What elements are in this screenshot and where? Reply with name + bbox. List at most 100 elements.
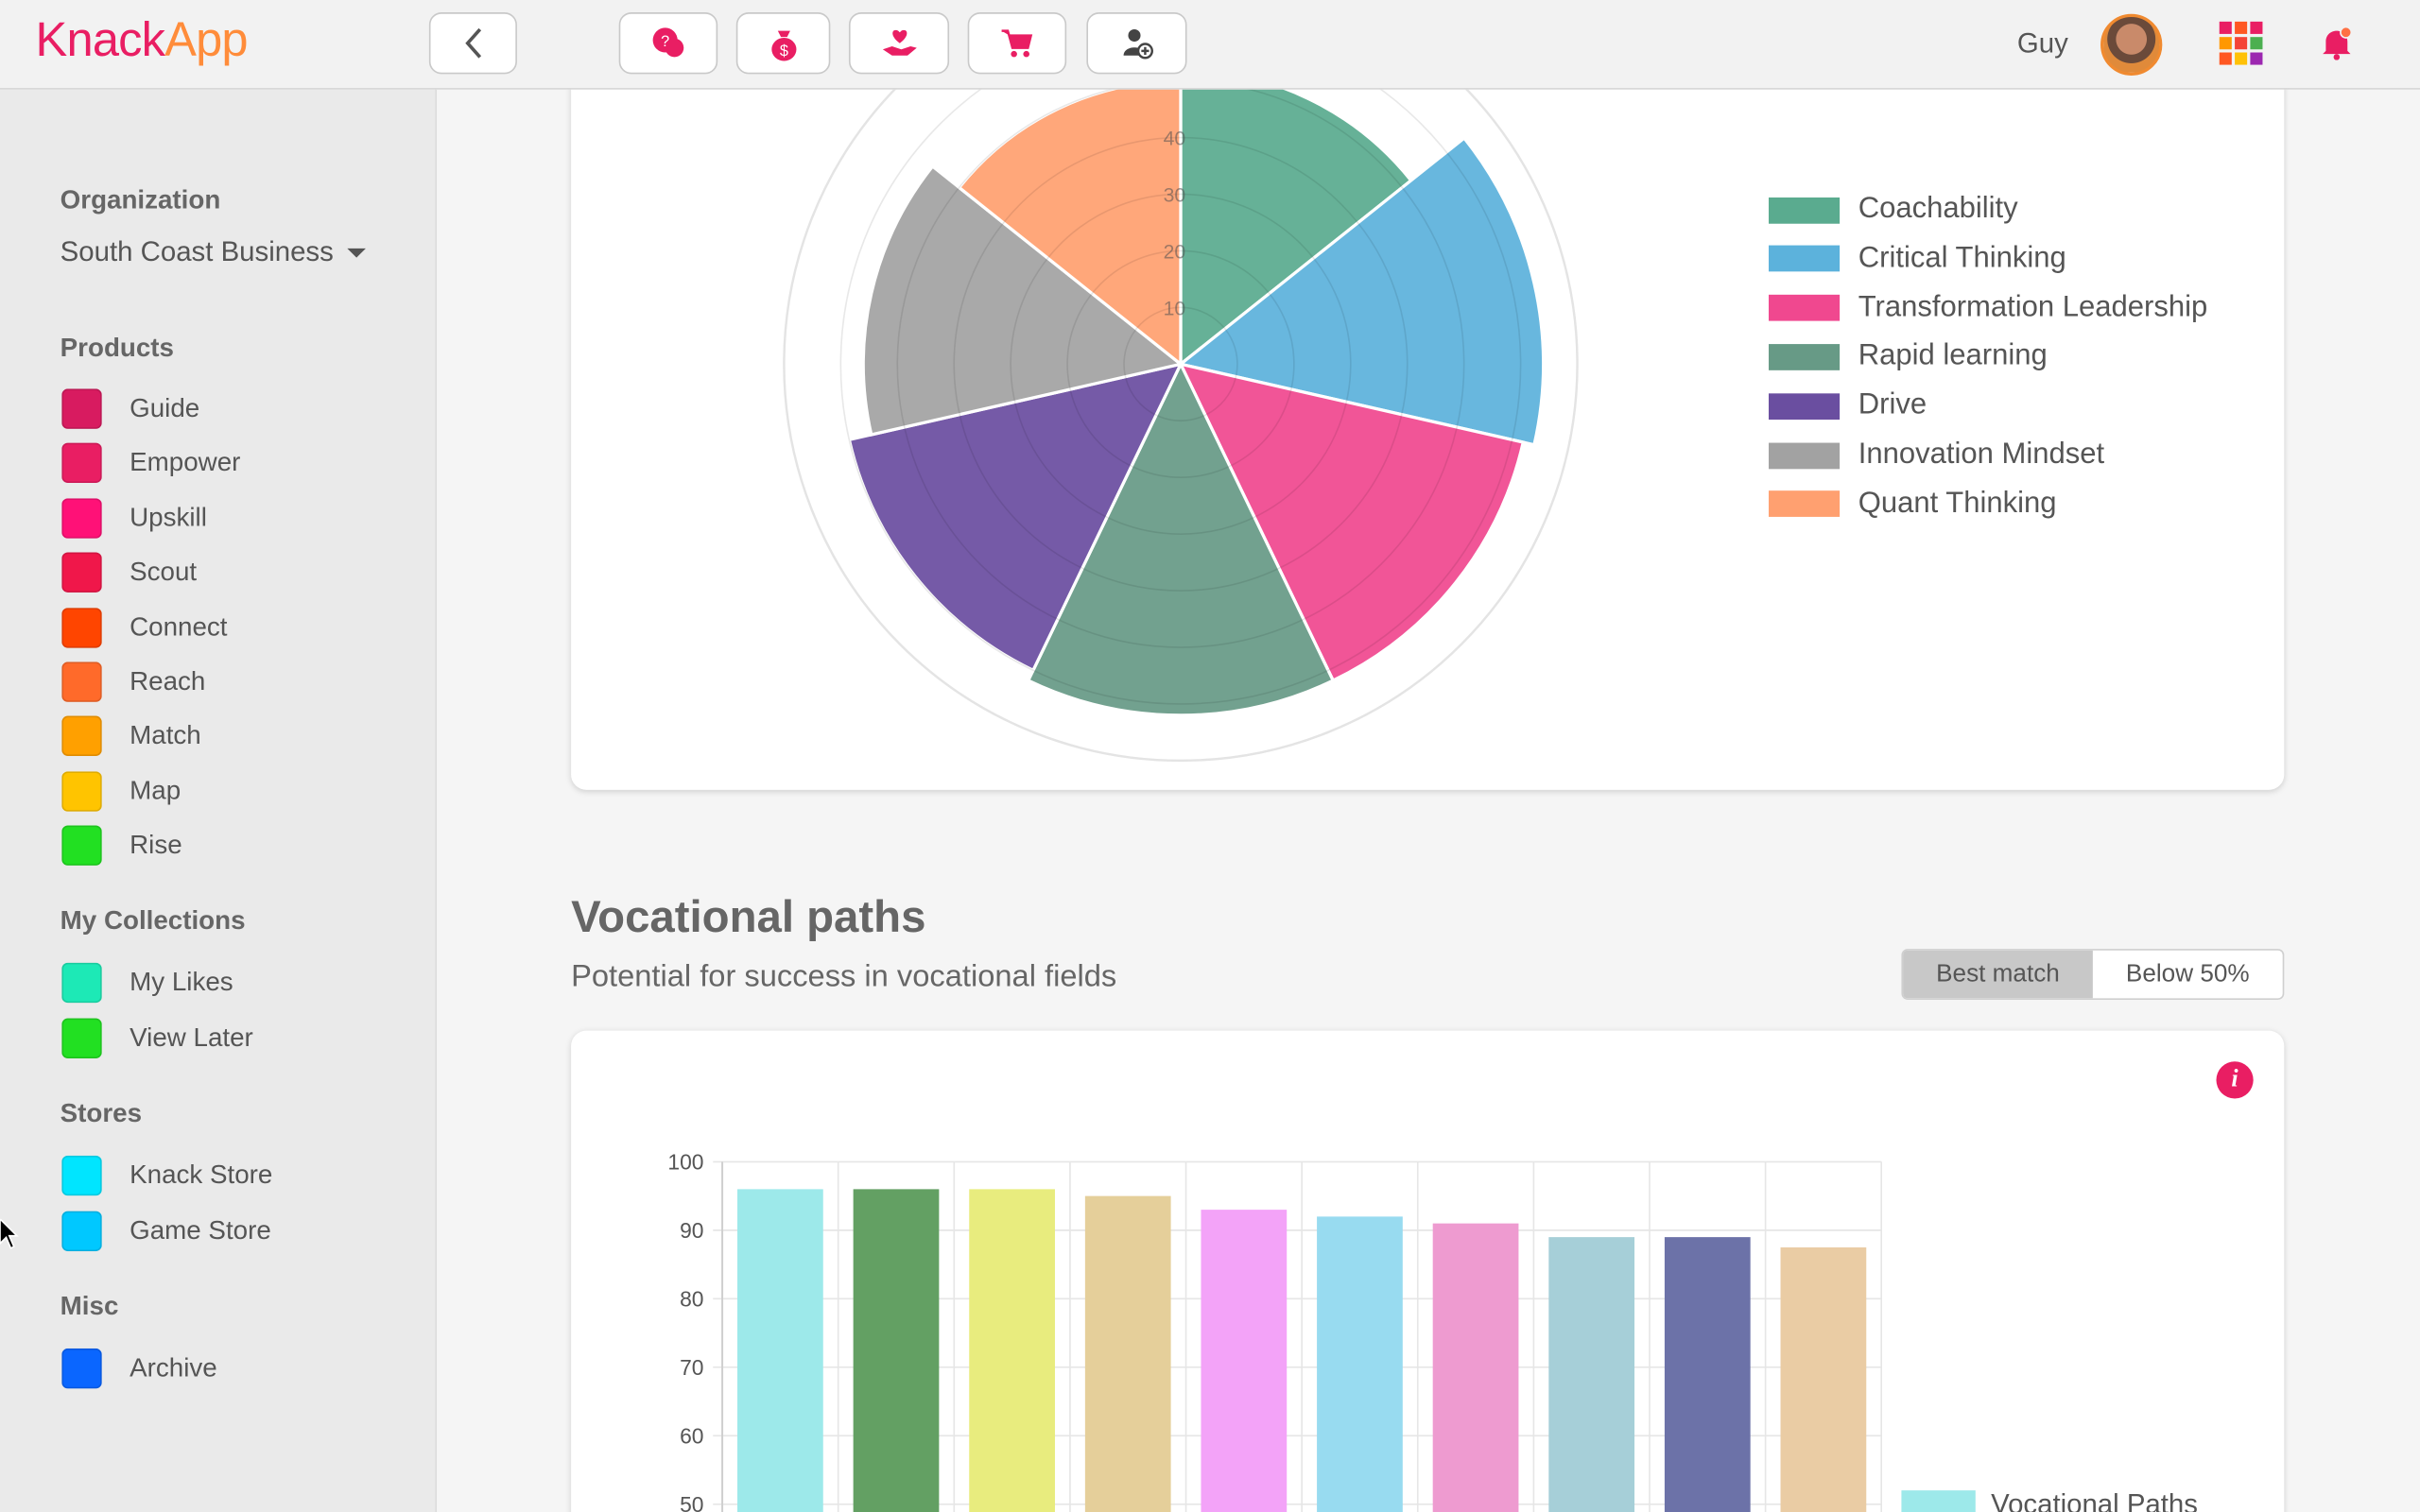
apps-grid-cell <box>2235 21 2248 34</box>
sidebar-item-upskill[interactable]: Upskill <box>61 498 207 539</box>
best-match-tab[interactable]: Best match <box>1903 950 2093 999</box>
color-swatch <box>61 388 102 429</box>
color-swatch <box>61 1017 102 1058</box>
polar-slice-innovation-mindset[interactable] <box>861 163 1184 437</box>
sidebar-item-rise[interactable]: Rise <box>61 825 182 867</box>
chat-question-icon: ? <box>652 27 684 58</box>
legend-item-innovation-mindset[interactable]: Innovation Mindset <box>1769 438 2105 471</box>
sidebar-item-archive[interactable]: Archive <box>61 1348 217 1389</box>
legend-item-critical-thinking[interactable]: Critical Thinking <box>1769 242 2066 274</box>
color-swatch <box>61 770 102 812</box>
y-tick-label: 90 <box>680 1218 703 1243</box>
sidebar-item-match[interactable]: Match <box>61 716 201 757</box>
vocational-bar[interactable] <box>1201 1210 1288 1512</box>
color-swatch <box>61 607 102 648</box>
y-tick-label: 50 <box>680 1492 703 1512</box>
y-tick-label: 60 <box>680 1424 703 1449</box>
legend-swatch <box>1769 441 1841 469</box>
sidebar-item-connect[interactable]: Connect <box>61 607 228 648</box>
products-title: Products <box>60 333 174 363</box>
polar-slice-critical-thinking[interactable] <box>1177 135 1546 447</box>
svg-text:$: $ <box>779 43 787 60</box>
sidebar-item-guide[interactable]: Guide <box>61 388 199 429</box>
add-user-button[interactable] <box>1086 12 1187 75</box>
polar-slice-rapid-learning[interactable] <box>1026 360 1336 717</box>
logo[interactable]: KnackApp <box>35 12 249 68</box>
sidebar-item-map[interactable]: Map <box>61 770 182 812</box>
questions-button[interactable]: ? <box>618 12 718 75</box>
polar-grid-ring <box>1123 306 1238 422</box>
back-button[interactable] <box>428 12 517 75</box>
legend-item-rapid-learning[interactable]: Rapid learning <box>1769 340 2048 372</box>
vocational-bar[interactable] <box>1548 1237 1635 1512</box>
legend-item-quant-thinking[interactable]: Quant Thinking <box>1769 487 2057 520</box>
sidebar-item-my-likes[interactable]: My Likes <box>61 962 233 1004</box>
vocational-bar[interactable] <box>737 1189 823 1512</box>
cart-button[interactable] <box>967 12 1067 75</box>
legend-swatch <box>1769 197 1841 223</box>
apps-grid-icon[interactable] <box>2219 21 2263 65</box>
legend-item-drive[interactable]: Drive <box>1769 389 1927 421</box>
money-button[interactable]: $ <box>735 12 831 75</box>
legend-item-coachability[interactable]: Coachability <box>1769 193 2018 226</box>
avatar[interactable] <box>2100 13 2163 76</box>
shopping-cart-icon <box>1001 29 1033 58</box>
logo-text-knack: Knack <box>35 12 165 67</box>
legend-swatch <box>1769 392 1841 420</box>
polar-slice-transformation-leadership[interactable] <box>1178 361 1526 683</box>
sidebar-item-label: Match <box>130 721 201 751</box>
sidebar-item-label: View Later <box>130 1022 253 1052</box>
apps-grid-cell <box>2235 52 2248 65</box>
polar-tick-label: 40 <box>1164 129 1186 150</box>
vocational-bar[interactable] <box>853 1189 940 1512</box>
color-swatch <box>61 1210 102 1251</box>
polar-grid-ring <box>1010 193 1352 535</box>
sidebar-item-scout[interactable]: Scout <box>61 552 198 593</box>
info-icon[interactable]: i <box>2216 1061 2254 1099</box>
polar-slice-drive[interactable] <box>847 361 1184 673</box>
polar-grid-ring <box>1066 249 1295 479</box>
legend-label: Innovation Mindset <box>1858 438 2105 471</box>
sidebar-item-label: My Likes <box>130 967 233 997</box>
sidebar-item-empower[interactable]: Empower <box>61 443 240 484</box>
vocational-bar[interactable] <box>1317 1216 1403 1512</box>
legend-swatch <box>1769 294 1841 321</box>
apps-grid-cell <box>2250 37 2263 50</box>
polar-tick-label: 10 <box>1164 299 1186 320</box>
money-bag-icon: $ <box>770 30 796 61</box>
giving-button[interactable] <box>848 12 950 75</box>
sidebar-item-game-store[interactable]: Game Store <box>61 1210 271 1251</box>
vocational-bar[interactable] <box>1084 1195 1171 1512</box>
legend-item-transformation-leadership[interactable]: Transformation Leadership <box>1769 291 2207 323</box>
polar-tick-label: 30 <box>1164 185 1186 207</box>
sidebar-item-label: Reach <box>130 666 206 696</box>
color-swatch <box>61 825 102 867</box>
legend-label: Quant Thinking <box>1858 487 2057 520</box>
apps-grid-cell <box>2219 52 2232 65</box>
color-swatch <box>61 498 102 539</box>
sidebar-item-label: Connect <box>130 611 228 642</box>
color-swatch <box>61 1348 102 1389</box>
color-swatch <box>61 716 102 757</box>
below-50-tab[interactable]: Below 50% <box>2125 960 2250 988</box>
sidebar-item-knack-store[interactable]: Knack Store <box>61 1155 272 1196</box>
sidebar-item-label: Map <box>130 775 182 805</box>
color-swatch <box>61 662 102 702</box>
sidebar-item-reach[interactable]: Reach <box>61 662 206 702</box>
vocational-bar[interactable] <box>969 1189 1055 1512</box>
apps-grid-cell <box>2219 21 2232 34</box>
sidebar-item-label: Scout <box>130 557 198 587</box>
vocational-bar[interactable] <box>1780 1246 1867 1512</box>
legend-label: Coachability <box>1858 193 2018 226</box>
legend-swatch <box>1901 1490 1976 1512</box>
organization-select[interactable]: South Coast Business <box>60 235 334 267</box>
notification-bell-icon[interactable] <box>2320 26 2354 68</box>
chevron-left-icon <box>464 27 481 59</box>
collections-title: My Collections <box>60 905 246 936</box>
vocational-bar[interactable] <box>1664 1237 1751 1512</box>
chevron-down-icon[interactable] <box>347 248 366 258</box>
vocational-bar[interactable] <box>1432 1223 1519 1512</box>
user-name[interactable]: Guy <box>2016 27 2068 60</box>
sidebar-item-view-later[interactable]: View Later <box>61 1017 253 1058</box>
